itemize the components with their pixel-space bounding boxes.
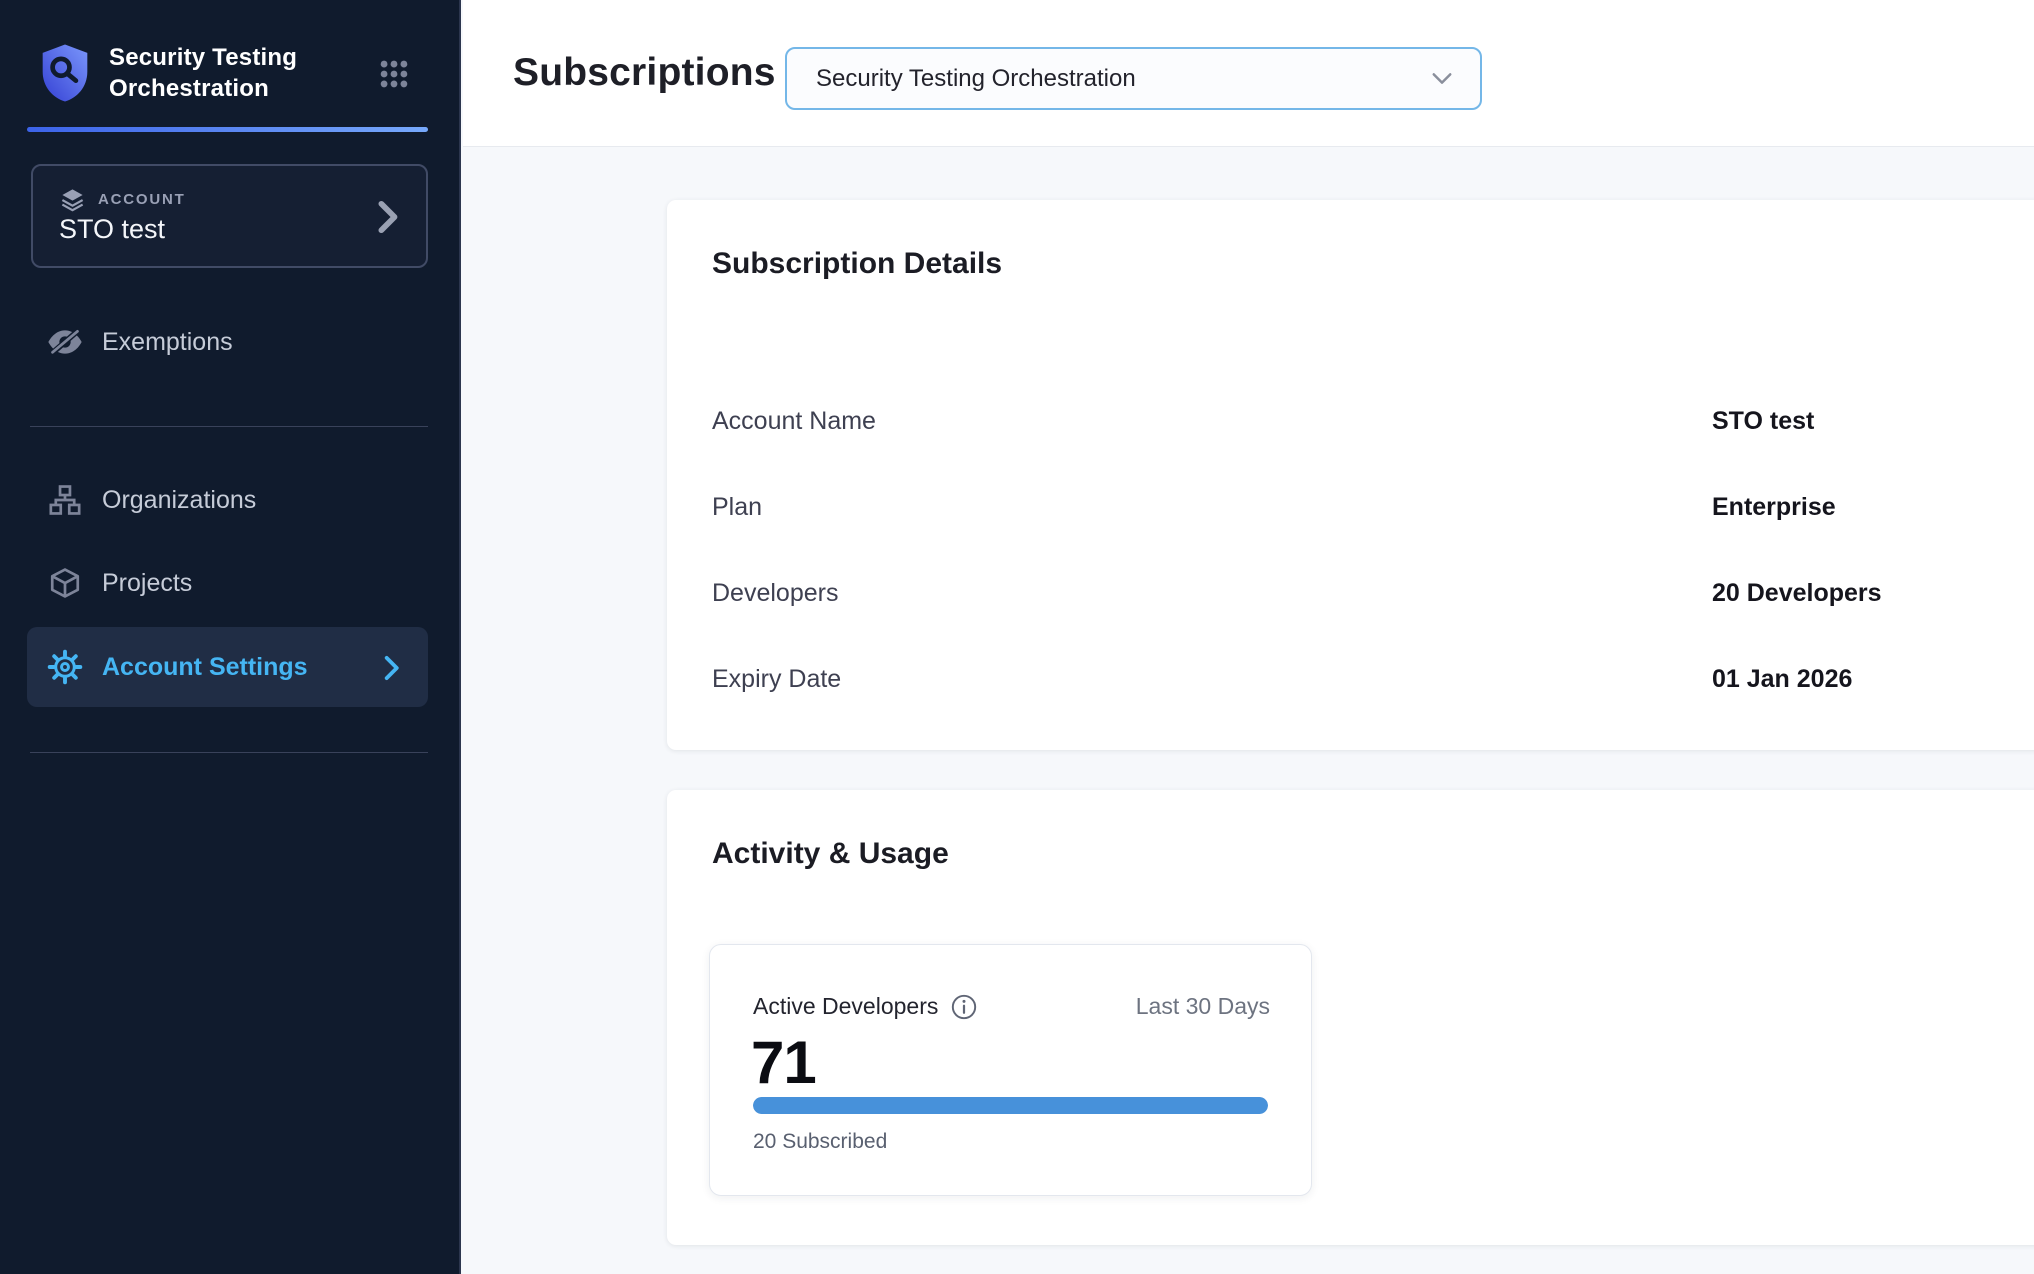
sidebar-item-label: Projects bbox=[102, 568, 193, 597]
detail-label: Plan bbox=[712, 493, 763, 521]
sidebar-item-account-settings[interactable]: Account Settings bbox=[27, 627, 428, 707]
product-logo-row: Security Testing Orchestration bbox=[35, 42, 427, 104]
sidebar-item-organizations[interactable]: Organizations bbox=[27, 471, 428, 529]
subscription-details-title: Subscription Details bbox=[712, 247, 1003, 280]
subscribed-count: 20 Subscribed bbox=[753, 1130, 888, 1153]
grid-icon bbox=[380, 60, 408, 88]
module-select[interactable]: Security Testing Orchestration bbox=[785, 47, 1482, 110]
page-header: Subscriptions Security Testing Orchestra… bbox=[463, 0, 2034, 147]
gear-icon bbox=[45, 649, 85, 685]
account-label: ACCOUNT bbox=[98, 191, 186, 208]
sidebar: Security Testing Orchestration ACCOUNT S… bbox=[0, 0, 461, 1274]
chevron-right-icon bbox=[382, 655, 400, 686]
account-scope-card[interactable]: ACCOUNT STO test bbox=[31, 164, 428, 268]
subscription-details-card: Subscription Details Account Name STO te… bbox=[667, 200, 2034, 750]
module-select-value: Security Testing Orchestration bbox=[816, 64, 1136, 92]
activity-usage-title: Activity & Usage bbox=[712, 837, 949, 870]
module-grid-button[interactable] bbox=[374, 54, 414, 94]
active-developers-stat-card: Active Developers Last 30 Days 71 20 Sub… bbox=[709, 944, 1312, 1196]
detail-label: Expiry Date bbox=[712, 665, 842, 693]
info-icon[interactable] bbox=[951, 994, 977, 1020]
detail-value: 01 Jan 2026 bbox=[1712, 665, 1853, 693]
sidebar-item-label: Exemptions bbox=[102, 327, 233, 356]
usage-progress-fill bbox=[753, 1097, 1268, 1114]
chevron-right-icon bbox=[374, 200, 400, 239]
layers-icon bbox=[61, 189, 84, 212]
sidebar-item-projects[interactable]: Projects bbox=[27, 554, 428, 612]
detail-value: 20 Developers bbox=[1712, 579, 1882, 607]
active-developers-value: 71 bbox=[751, 1029, 817, 1096]
org-chart-icon bbox=[45, 483, 85, 517]
sidebar-accent-divider bbox=[27, 127, 428, 132]
detail-label: Developers bbox=[712, 579, 839, 607]
content-area: Subscription Details Account Name STO te… bbox=[463, 148, 2034, 1274]
sidebar-divider bbox=[30, 426, 428, 427]
account-name: STO test bbox=[59, 214, 166, 244]
sidebar-divider bbox=[30, 752, 428, 753]
sto-shield-icon bbox=[35, 42, 95, 104]
sidebar-item-label: Account Settings bbox=[102, 652, 308, 681]
sidebar-item-label: Organizations bbox=[102, 485, 257, 514]
detail-label: Account Name bbox=[712, 407, 876, 435]
activity-usage-card: Activity & Usage Active Developers Last … bbox=[667, 790, 2034, 1245]
page-title: Subscriptions bbox=[513, 51, 776, 94]
stat-period: Last 30 Days bbox=[1135, 993, 1270, 1019]
sidebar-item-exemptions[interactable]: Exemptions bbox=[27, 313, 428, 371]
product-title: Security Testing Orchestration bbox=[109, 44, 298, 102]
cube-icon bbox=[45, 566, 85, 600]
usage-progress-bar bbox=[753, 1097, 1268, 1114]
detail-value: Enterprise bbox=[1712, 493, 1836, 521]
eye-off-icon bbox=[45, 327, 85, 357]
metric-label: Active Developers bbox=[753, 993, 939, 1019]
detail-value: STO test bbox=[1712, 407, 1815, 435]
chevron-down-icon bbox=[1431, 71, 1453, 91]
